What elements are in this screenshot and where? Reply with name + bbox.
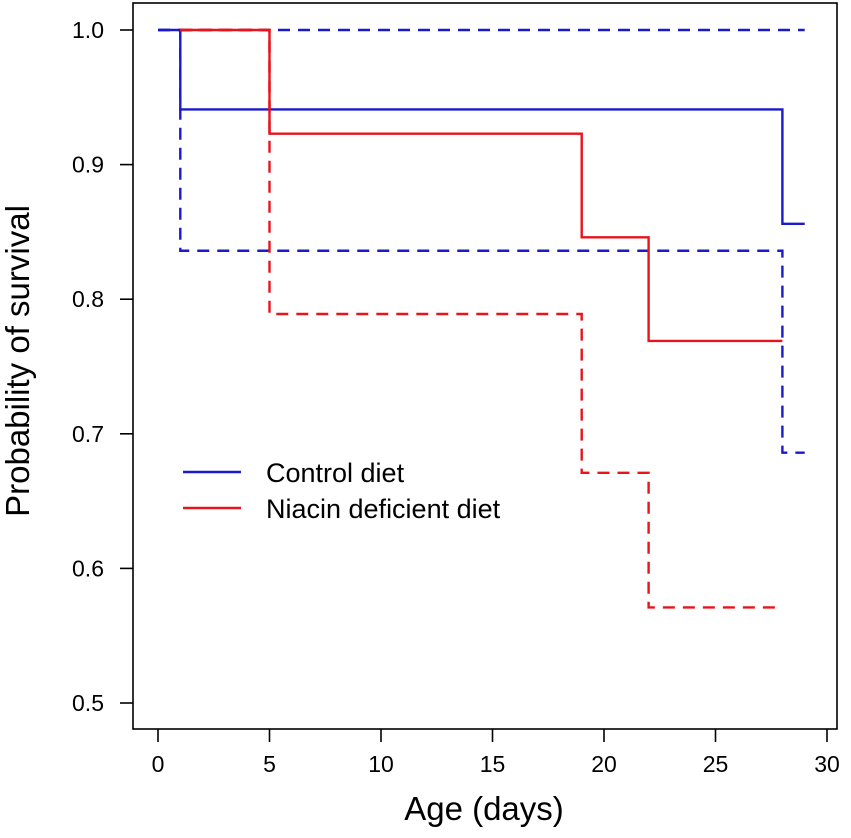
x-axis-title: Age (days): [404, 790, 564, 827]
y-tick-label: 0.8: [72, 286, 104, 312]
y-tick-label: 0.6: [72, 555, 104, 581]
series-control-diet: [158, 28, 805, 226]
series-control-diet-lower-ci: [158, 28, 805, 454]
x-tick-label: 15: [480, 751, 506, 777]
x-axis: 0 5 10 15 20 25 30: [152, 729, 840, 777]
x-tick-label: 10: [368, 751, 394, 777]
y-tick-label: 0.7: [72, 421, 104, 447]
series-layer: [158, 28, 805, 609]
x-tick-label: 20: [591, 751, 617, 777]
legend-label-niacin-deficient-diet: Niacin deficient diet: [266, 494, 501, 524]
x-tick-label: 0: [152, 751, 165, 777]
y-tick-label: 0.9: [72, 152, 104, 178]
legend: Control diet Niacin deficient diet: [183, 458, 501, 524]
x-tick-label: 25: [703, 751, 729, 777]
x-tick-label: 30: [814, 751, 840, 777]
y-tick-label: 1.0: [72, 17, 104, 43]
y-tick-label: 0.5: [72, 690, 104, 716]
plot-frame: [132, 2, 838, 730]
x-tick-label: 5: [263, 751, 276, 777]
y-axis-title: Probability of survival: [0, 205, 36, 517]
legend-label-control-diet: Control diet: [266, 458, 405, 488]
y-axis: 0.5 0.6 0.7 0.8 0.9 1.0: [72, 17, 133, 716]
series-niacin-deficient-diet-lower-ci: [180, 28, 783, 609]
